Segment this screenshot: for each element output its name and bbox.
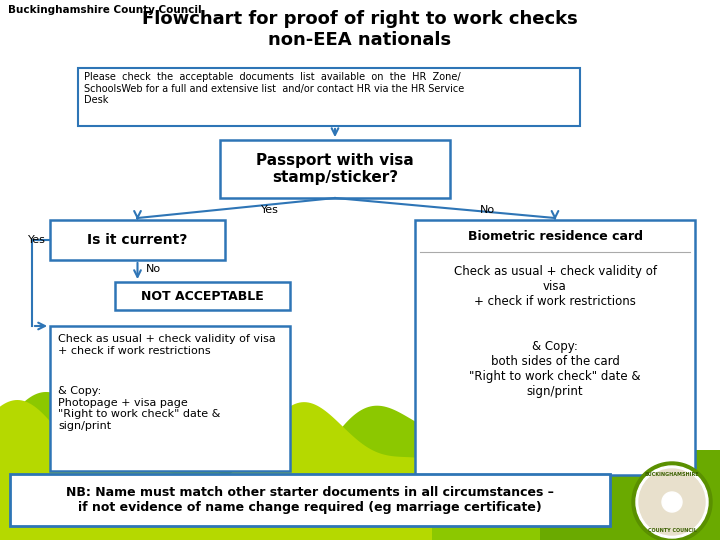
- FancyBboxPatch shape: [415, 220, 695, 475]
- FancyBboxPatch shape: [0, 450, 720, 540]
- Text: Yes: Yes: [261, 205, 279, 215]
- Text: No: No: [480, 205, 495, 215]
- Text: Check as usual + check validity of visa
+ check if work restrictions: Check as usual + check validity of visa …: [58, 334, 276, 356]
- Text: NB: Name must match other starter documents in all circumstances –
if not eviden: NB: Name must match other starter docume…: [66, 486, 554, 514]
- Text: & Copy:
both sides of the card
"Right to work check" date &
sign/print: & Copy: both sides of the card "Right to…: [469, 340, 641, 398]
- FancyBboxPatch shape: [78, 68, 580, 126]
- FancyBboxPatch shape: [10, 474, 610, 526]
- Text: Buckinghamshire County Council: Buckinghamshire County Council: [8, 5, 202, 15]
- Text: Flowchart for proof of right to work checks
non-EEA nationals: Flowchart for proof of right to work che…: [142, 10, 578, 49]
- Text: & Copy:
Photopage + visa page
"Right to work check" date &
sign/print: & Copy: Photopage + visa page "Right to …: [58, 386, 220, 431]
- Text: Please  check  the  acceptable  documents  list  available  on  the  HR  Zone/
S: Please check the acceptable documents li…: [84, 72, 464, 105]
- Circle shape: [662, 492, 682, 512]
- FancyBboxPatch shape: [115, 282, 290, 310]
- Text: NOT ACCEPTABLE: NOT ACCEPTABLE: [141, 289, 264, 302]
- Text: Yes: Yes: [28, 235, 46, 245]
- FancyBboxPatch shape: [50, 220, 225, 260]
- Circle shape: [636, 466, 708, 538]
- Text: Check as usual + check validity of
visa
+ check if work restrictions: Check as usual + check validity of visa …: [454, 265, 657, 308]
- Text: COUNTY COUNCIL: COUNTY COUNCIL: [647, 528, 696, 532]
- Polygon shape: [0, 400, 432, 540]
- Text: Is it current?: Is it current?: [87, 233, 188, 247]
- Text: No: No: [145, 264, 161, 274]
- Circle shape: [639, 469, 705, 535]
- Text: BUCKINGHAMSHIRE: BUCKINGHAMSHIRE: [644, 471, 699, 476]
- Circle shape: [632, 462, 712, 540]
- Text: Passport with visa
stamp/sticker?: Passport with visa stamp/sticker?: [256, 153, 414, 185]
- Polygon shape: [0, 392, 540, 540]
- FancyBboxPatch shape: [220, 140, 450, 198]
- FancyBboxPatch shape: [50, 326, 290, 471]
- Text: Biometric residence card: Biometric residence card: [467, 230, 642, 242]
